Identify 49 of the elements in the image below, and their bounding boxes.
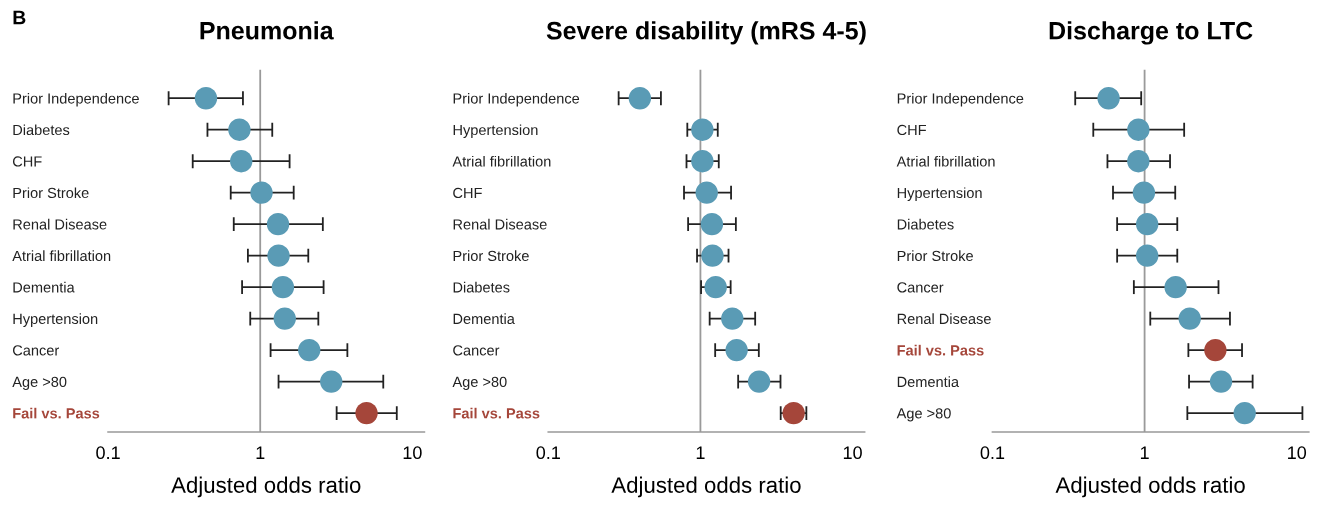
y-tick-label: Diabetes [13,124,70,136]
y-tick-label: Cancer [12,345,60,356]
y-tick-label: Prior Stroke [13,187,89,199]
x-tick-label: 1 [256,446,265,459]
y-tick-label: Fail vs. Pass [13,407,100,419]
y-tick-label: Prior Independence [13,92,139,107]
y-tick-label: CHF [453,187,482,199]
y-tick-label: Fail vs. Pass [897,344,984,356]
text: B [13,10,26,25]
y-tick-label: Dementia [453,313,515,325]
x-tick-label: 10 [843,446,862,460]
y-tick-label: Hypertension [897,187,982,201]
y-tick-label: Diabetes [897,218,954,230]
x-tick-label: 1 [696,446,705,459]
chart-title: Severe disability (mRS 4-5) [546,21,866,45]
y-tick-label: Dementia [897,376,960,388]
x-tick-label: 0.1 [536,446,560,460]
y-tick-label: Atrial fibrillation [452,155,551,167]
y-tick-label: Prior Independence [453,92,580,107]
y-tick-label: CHF [12,156,42,167]
chart-title: Pneumonia [200,21,334,40]
chart-title: Discharge to LTC [1049,21,1253,45]
y-tick-label: Age >80 [896,408,951,422]
x-tick-label: 10 [1288,446,1307,460]
y-tick-label: Fail vs. Pass [453,407,540,419]
y-tick-label: Age >80 [452,376,507,390]
y-tick-label: Hypertension [13,313,98,327]
y-tick-label: Atrial fibrillation [896,155,995,167]
y-tick-label: Cancer [453,345,500,356]
y-tick-label: Prior Stroke [897,250,973,262]
x-axis-title: Adjusted odds ratio [1055,476,1245,498]
y-tick-label: Renal Disease [897,313,991,325]
x-tick-label: 10 [403,446,422,460]
y-tick-label: Dementia [13,281,75,293]
y-tick-label: Cancer [897,282,944,293]
y-tick-label: Atrial fibrillation [12,250,111,262]
y-tick-label: Prior Independence [897,92,1024,107]
y-tick-label: Age >80 [12,376,67,390]
y-tick-label: Renal Disease [13,218,107,230]
x-tick-label: 0.1 [980,446,1005,460]
y-tick-label: Renal Disease [453,218,547,230]
y-tick-label: CHF [897,124,927,136]
y-tick-label: Diabetes [453,281,510,293]
x-axis-title: Adjusted odds ratio [171,476,361,498]
x-axis-title: Adjusted odds ratio [611,476,801,498]
y-tick-label: Hypertension [453,124,538,139]
y-tick-label: Prior Stroke [453,250,529,262]
x-tick-label: 0.1 [96,446,120,460]
x-tick-label: 1 [1140,446,1149,459]
